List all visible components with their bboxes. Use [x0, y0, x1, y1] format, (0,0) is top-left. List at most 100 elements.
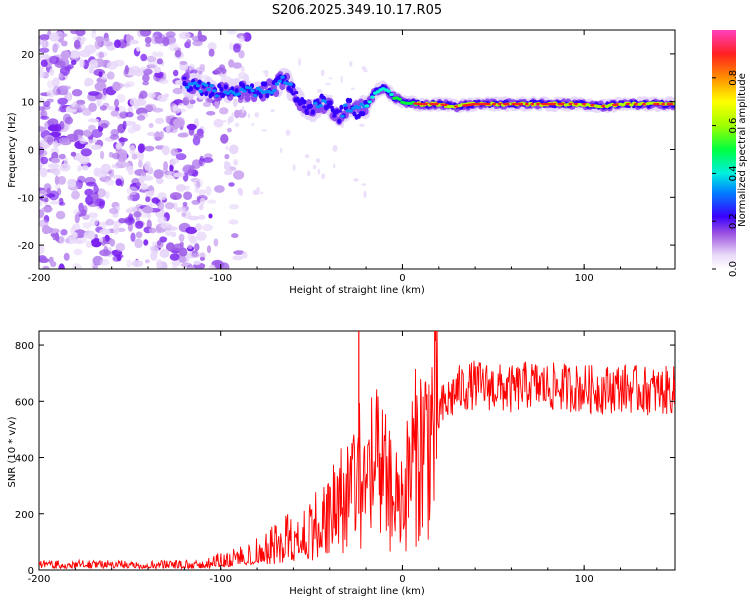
- noise-blob: [74, 213, 80, 224]
- noise-blob: [187, 215, 200, 221]
- noise-blob: [175, 153, 187, 161]
- ridge-core: [209, 84, 214, 88]
- noise-blob: [130, 232, 136, 242]
- noise-blob: [39, 146, 45, 156]
- y-tick-label: 10: [21, 98, 34, 109]
- noise-blob: [74, 103, 86, 112]
- noise-blob: [164, 227, 172, 237]
- noise-blob: [42, 265, 50, 269]
- noise-blob: [99, 258, 110, 266]
- noise-blob: [106, 61, 118, 70]
- noise-blob: [137, 143, 145, 154]
- y-tick-label: 20: [21, 50, 34, 61]
- noise-blob: [197, 34, 207, 42]
- noise-blob: [142, 81, 150, 86]
- ridge-core: [329, 105, 334, 109]
- ridge-core: [247, 86, 252, 90]
- noise-blob: [136, 182, 142, 187]
- noise-blob: [118, 137, 128, 142]
- noise-blob: [148, 123, 154, 128]
- x-tick-label: -100: [209, 273, 232, 284]
- noise-blob: [185, 226, 198, 234]
- noise-blob: [59, 163, 71, 172]
- noise-blob: [50, 261, 57, 268]
- noise-blob: [163, 161, 169, 171]
- noise-blob: [304, 154, 310, 158]
- noise-blob: [359, 123, 365, 127]
- ridge-core: [258, 88, 263, 92]
- noise-blob: [141, 175, 154, 181]
- noise-blob: [198, 70, 203, 75]
- ridge-core: [337, 109, 342, 113]
- noise-blob: [185, 185, 190, 191]
- noise-blob: [186, 39, 192, 45]
- noise-blob: [43, 197, 49, 203]
- ridge-core: [206, 87, 212, 92]
- noise-blob: [251, 122, 255, 126]
- noise-blob: [198, 214, 206, 220]
- noise-blob: [115, 160, 127, 169]
- noise-blob: [115, 142, 123, 150]
- ridge-core: [184, 85, 190, 89]
- noise-blob: [233, 159, 239, 166]
- ridge-core: [359, 102, 364, 106]
- noise-blob: [100, 150, 105, 160]
- noise-blob: [158, 78, 169, 84]
- noise-blob: [270, 109, 275, 113]
- noise-blob: [155, 226, 163, 234]
- noise-blob: [48, 228, 60, 234]
- noise-blob: [113, 224, 120, 235]
- noise-blob: [49, 167, 60, 174]
- noise-blob: [151, 197, 160, 204]
- noise-blob: [103, 245, 109, 255]
- noise-blob: [227, 30, 237, 35]
- noise-blob: [129, 144, 136, 155]
- x-tick-label: 0: [399, 574, 405, 585]
- spectrogram-x-ticks: -200 -100 0 100: [28, 30, 658, 284]
- noise-blob: [234, 122, 240, 127]
- noise-blob: [91, 192, 99, 201]
- ridge-core: [389, 92, 394, 97]
- noise-blob: [57, 176, 67, 185]
- noise-blob: [183, 191, 193, 200]
- noise-blob: [39, 97, 45, 103]
- ridge-core: [318, 104, 323, 108]
- noise-blob: [157, 192, 167, 201]
- noise-blob: [58, 137, 70, 144]
- noise-blob: [82, 222, 92, 229]
- noise-blob: [81, 165, 89, 171]
- x-tick-label: 100: [575, 574, 594, 585]
- noise-blob: [99, 105, 107, 111]
- noise-blob: [220, 72, 223, 76]
- noise-blob: [144, 103, 157, 112]
- noise-blob: [114, 39, 121, 48]
- noise-blob: [72, 223, 81, 230]
- ridge-core: [195, 84, 201, 88]
- noise-blob: [193, 260, 201, 265]
- noise-blob: [332, 144, 338, 152]
- noise-blob: [114, 106, 120, 112]
- ridge-core: [307, 104, 312, 108]
- colorbar-tick-label: 0.6: [728, 118, 739, 134]
- noise-blob: [73, 248, 83, 256]
- colorbar-label: Normalized spectral amplitude: [737, 73, 748, 227]
- noise-blob: [60, 229, 68, 236]
- noise-blob: [247, 113, 251, 119]
- ridge-core: [672, 102, 675, 106]
- noise-blob: [94, 81, 107, 92]
- noise-blob: [164, 202, 175, 210]
- noise-blob: [349, 61, 353, 67]
- noise-blob: [39, 66, 45, 71]
- noise-blob: [127, 126, 136, 134]
- noise-blob: [59, 235, 65, 245]
- noise-blob: [224, 153, 230, 160]
- noise-blob: [133, 211, 142, 218]
- noise-blob: [109, 238, 116, 247]
- noise-blob: [88, 91, 100, 96]
- noise-blob: [55, 210, 66, 220]
- noise-blob: [173, 172, 185, 178]
- x-tick-label: -200: [28, 574, 51, 585]
- noise-blob: [47, 80, 54, 89]
- noise-blob: [81, 209, 87, 217]
